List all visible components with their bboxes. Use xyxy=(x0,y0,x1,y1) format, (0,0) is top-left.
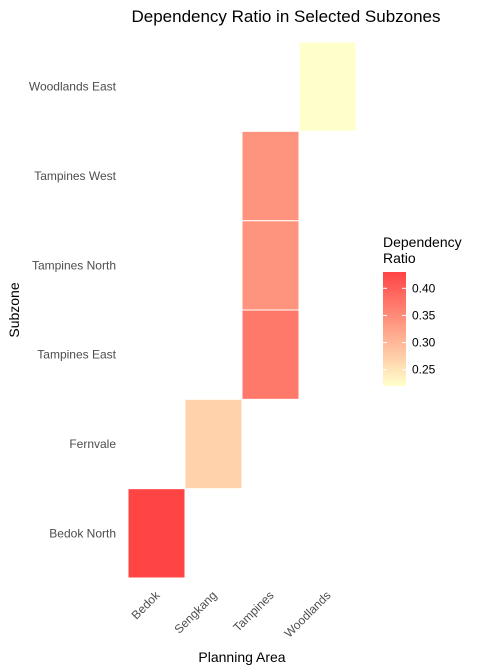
heatmap-cell-tampines-east xyxy=(241,309,300,400)
y-tick-label-woodlands-east: Woodlands East xyxy=(29,80,117,94)
x-axis-title: Planning Area xyxy=(198,649,285,665)
legend-ticks: 0.25 0.30 0.35 0.40 xyxy=(383,281,436,377)
y-tick-label-tampines-east: Tampines East xyxy=(37,348,116,362)
x-tick-label-woodlands: Woodlands xyxy=(281,588,333,640)
legend-tick-label: 0.35 xyxy=(412,308,436,322)
heatmap-cell-tampines-west xyxy=(241,130,300,222)
legend-title-line-1: Dependency xyxy=(383,234,462,250)
color-legend: Dependency Ratio 0.25 0.30 0.35 0.40 xyxy=(383,234,462,386)
y-tick-label-tampines-west: Tampines West xyxy=(34,169,116,183)
legend-title-line-2: Ratio xyxy=(383,250,416,266)
legend-tick-label: 0.30 xyxy=(412,336,436,350)
x-axis-ticks: Bedok Sengkang Tampines Woodlands xyxy=(129,588,334,641)
y-tick-label-tampines-north: Tampines North xyxy=(32,258,116,272)
y-tick-label-fernvale: Fernvale xyxy=(69,437,116,451)
heatmap-cell-tampines-north xyxy=(241,220,300,311)
heatmap-cells xyxy=(127,41,357,579)
heatmap-cell-woodlands-east xyxy=(298,41,357,132)
y-axis-title: Subzone xyxy=(6,282,22,337)
legend-tick-label: 0.40 xyxy=(412,281,436,295)
heatmap-cell-fernvale xyxy=(184,398,243,490)
legend-colorbar xyxy=(383,272,406,386)
heatmap-cell-bedok-north xyxy=(127,488,186,579)
x-tick-label-sengkang: Sengkang xyxy=(172,588,220,636)
y-tick-label-bedok-north: Bedok North xyxy=(49,526,116,540)
x-tick-label-tampines: Tampines xyxy=(230,588,276,634)
legend-tick-label: 0.25 xyxy=(412,363,436,377)
chart-title: Dependency Ratio in Selected Subzones xyxy=(131,7,440,26)
x-tick-label-bedok: Bedok xyxy=(129,588,164,623)
y-axis-ticks: Bedok North Fernvale Tampines East Tampines… xyxy=(29,80,117,541)
